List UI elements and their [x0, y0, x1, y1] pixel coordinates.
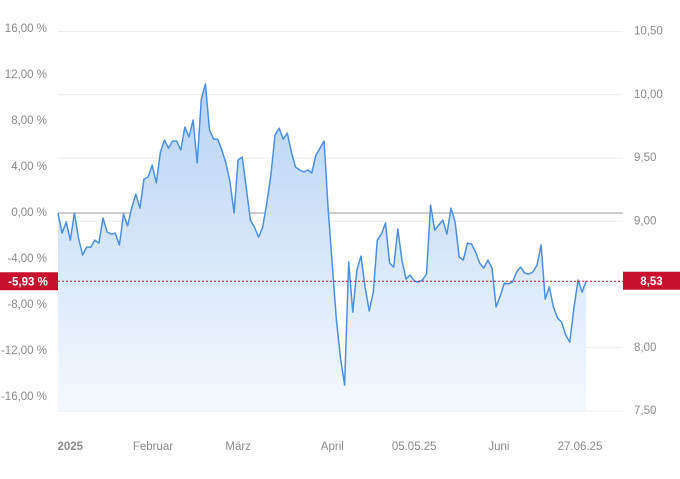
x-tick-label: Februar: [133, 441, 173, 453]
y-tick-label: -16,00 %: [1, 391, 47, 403]
y-tick-label: -4,00 %: [7, 253, 47, 265]
y-tick-label: 12,00 %: [5, 69, 47, 81]
x-tick-label: Juni: [488, 441, 509, 453]
line: [57, 83, 587, 386]
y2-tick-label: 9,50: [634, 152, 656, 164]
current-label: -5,93 %: [8, 276, 48, 288]
x-tick-label: April: [321, 441, 344, 453]
current-badge: [0, 272, 58, 291]
x-tick-label: 2025: [57, 441, 83, 453]
price-badge: [623, 271, 680, 290]
y2-tick-label: 7,50: [634, 405, 656, 417]
y-tick-label: -8,00 %: [7, 299, 47, 311]
y-tick-label: 16,00 %: [5, 23, 47, 35]
y-tick-label: -12,00 %: [1, 345, 47, 357]
area: [58, 84, 587, 411]
y2-tick-label: 10,50: [634, 25, 663, 37]
x-tick-label: 05.05.25: [392, 441, 437, 453]
y2-tick-label: 8,00: [634, 342, 656, 354]
x-tick-label: März: [225, 441, 251, 453]
y2-tick-label: 10,00: [634, 89, 663, 101]
y-tick-label: 0,00 %: [11, 207, 47, 219]
x-tick-label: 27.06.25: [558, 441, 603, 453]
y-tick-label: 4,00 %: [11, 161, 47, 173]
price-label: 8,53: [640, 276, 662, 288]
y2-tick-label: 9,00: [634, 215, 656, 227]
y-tick-label: 8,00 %: [11, 115, 47, 127]
